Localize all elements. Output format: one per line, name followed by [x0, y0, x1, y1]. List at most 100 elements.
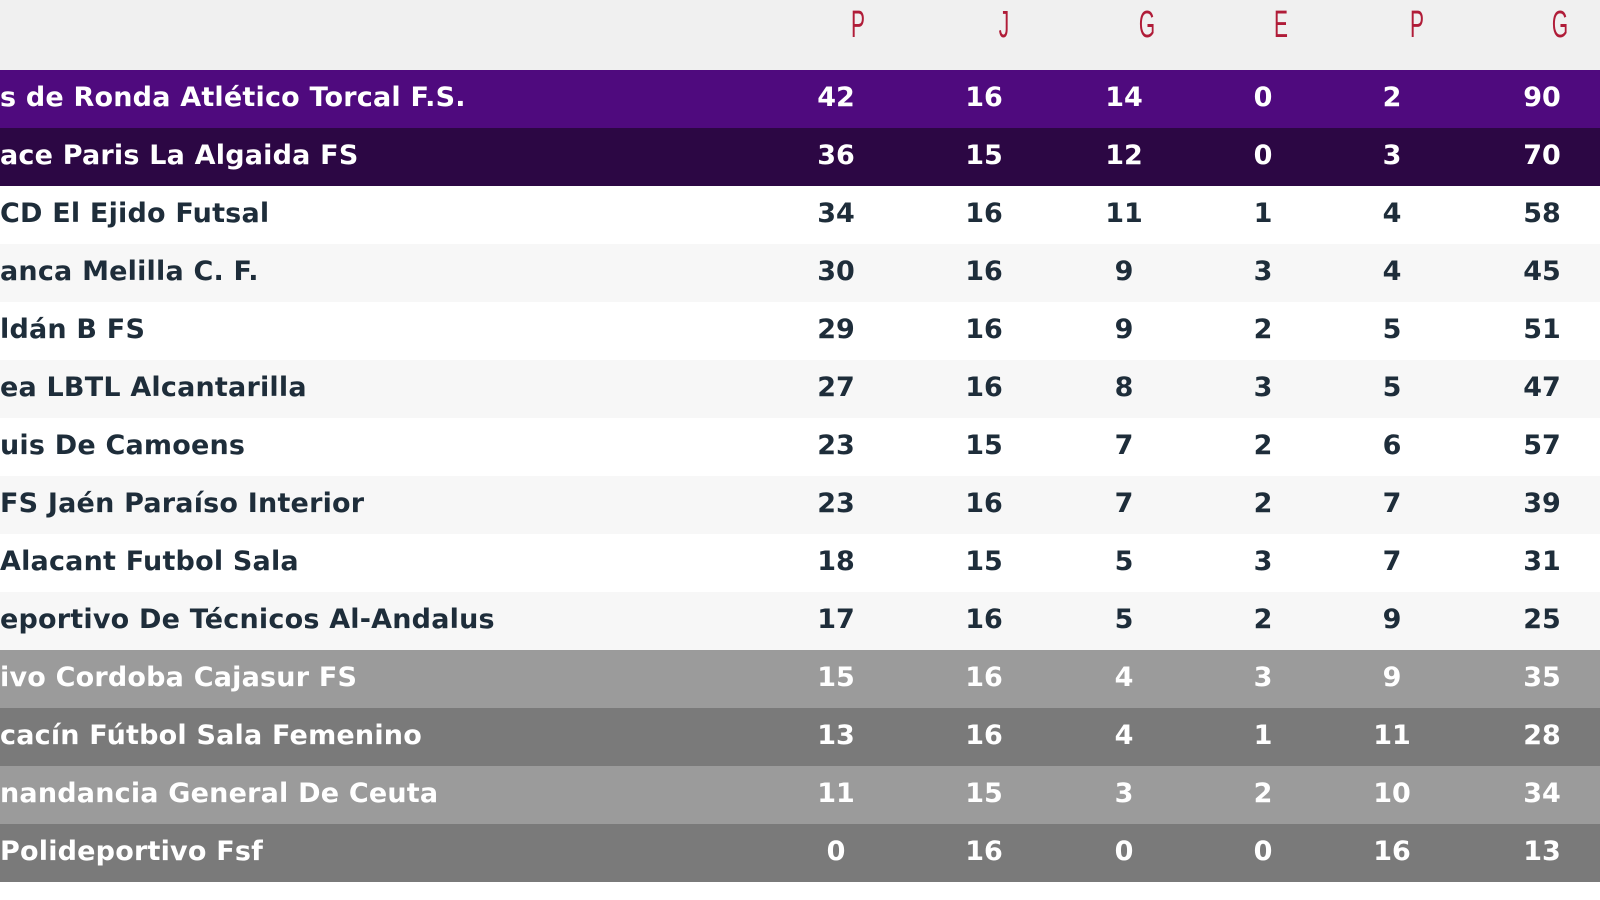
- drawn-cell: 3: [1253, 256, 1273, 287]
- table-row[interactable]: s de Ronda Atlético Torcal F.S. 42 16 14…: [0, 70, 1600, 128]
- won-cell: 5: [1114, 604, 1134, 635]
- goals-cell: 34: [1523, 778, 1561, 809]
- lost-cell: 9: [1382, 604, 1402, 635]
- points-cell: 27: [817, 372, 855, 403]
- team-name: nandancia General De Ceuta: [0, 778, 439, 809]
- column-header-goals[interactable]: G: [1551, 4, 1569, 46]
- points-cell: 29: [817, 314, 855, 345]
- table-row[interactable]: ace Paris La Algaida FS 36 15 12 0 3 70: [0, 128, 1600, 186]
- goals-cell: 25: [1523, 604, 1561, 635]
- goals-cell: 51: [1523, 314, 1561, 345]
- goals-cell: 45: [1523, 256, 1561, 287]
- team-name: s de Ronda Atlético Torcal F.S.: [0, 82, 466, 113]
- won-cell: 4: [1114, 720, 1134, 751]
- lost-cell: 5: [1382, 372, 1402, 403]
- goals-cell: 58: [1523, 198, 1561, 229]
- column-header-drawn[interactable]: E: [1274, 4, 1288, 46]
- team-name: Polideportivo Fsf: [0, 836, 264, 867]
- drawn-cell: 3: [1253, 546, 1273, 577]
- goals-cell: 70: [1523, 140, 1561, 171]
- points-cell: 36: [817, 140, 855, 171]
- column-header-played[interactable]: J: [998, 4, 1010, 46]
- drawn-cell: 0: [1253, 140, 1273, 171]
- won-cell: 11: [1105, 198, 1143, 229]
- column-header-lost[interactable]: P: [1410, 4, 1424, 46]
- table-row[interactable]: CD El Ejido Futsal 34 16 11 1 4 58: [0, 186, 1600, 244]
- points-cell: 17: [817, 604, 855, 635]
- won-cell: 0: [1114, 836, 1134, 867]
- points-cell: 15: [817, 662, 855, 693]
- goals-cell: 13: [1523, 836, 1561, 867]
- table-row[interactable]: uis De Camoens 23 15 7 2 6 57: [0, 418, 1600, 476]
- lost-cell: 2: [1382, 82, 1402, 113]
- won-cell: 8: [1114, 372, 1134, 403]
- table-row[interactable]: ldán B FS 29 16 9 2 5 51: [0, 302, 1600, 360]
- drawn-cell: 1: [1253, 720, 1273, 751]
- points-cell: 13: [817, 720, 855, 751]
- table-row[interactable]: eportivo De Técnicos Al-Andalus 17 16 5 …: [0, 592, 1600, 650]
- drawn-cell: 2: [1253, 430, 1273, 461]
- team-name: Alacant Futbol Sala: [0, 546, 299, 577]
- goals-cell: 35: [1523, 662, 1561, 693]
- table-row[interactable]: ea LBTL Alcantarilla 27 16 8 3 5 47: [0, 360, 1600, 418]
- played-cell: 16: [965, 198, 1003, 229]
- lost-cell: 7: [1382, 546, 1402, 577]
- lost-cell: 3: [1382, 140, 1402, 171]
- table-row[interactable]: nandancia General De Ceuta 11 15 3 2 10 …: [0, 766, 1600, 824]
- table-row[interactable]: cacín Fútbol Sala Femenino 13 16 4 1 11 …: [0, 708, 1600, 766]
- lost-cell: 9: [1382, 662, 1402, 693]
- played-cell: 16: [965, 662, 1003, 693]
- won-cell: 7: [1114, 430, 1134, 461]
- won-cell: 12: [1105, 140, 1143, 171]
- column-header-points[interactable]: P: [851, 4, 865, 46]
- lost-cell: 7: [1382, 488, 1402, 519]
- drawn-cell: 0: [1253, 82, 1273, 113]
- team-name: ldán B FS: [0, 314, 146, 345]
- table-row[interactable]: ivo Cordoba Cajasur FS 15 16 4 3 9 35: [0, 650, 1600, 708]
- table-row[interactable]: Polideportivo Fsf 0 16 0 0 16 13: [0, 824, 1600, 882]
- goals-cell: 28: [1523, 720, 1561, 751]
- played-cell: 16: [965, 488, 1003, 519]
- lost-cell: 11: [1373, 720, 1411, 751]
- table-row[interactable]: FS Jaén Paraíso Interior 23 16 7 2 7 39: [0, 476, 1600, 534]
- drawn-cell: 2: [1253, 778, 1273, 809]
- drawn-cell: 2: [1253, 488, 1273, 519]
- points-cell: 42: [817, 82, 855, 113]
- goals-cell: 39: [1523, 488, 1561, 519]
- played-cell: 16: [965, 720, 1003, 751]
- points-cell: 23: [817, 430, 855, 461]
- column-header-won[interactable]: G: [1138, 4, 1156, 46]
- won-cell: 9: [1114, 256, 1134, 287]
- played-cell: 16: [965, 314, 1003, 345]
- points-cell: 0: [826, 836, 846, 867]
- table-body: s de Ronda Atlético Torcal F.S. 42 16 14…: [0, 70, 1600, 882]
- won-cell: 9: [1114, 314, 1134, 345]
- lost-cell: 6: [1382, 430, 1402, 461]
- played-cell: 16: [965, 372, 1003, 403]
- played-cell: 15: [965, 140, 1003, 171]
- points-cell: 34: [817, 198, 855, 229]
- lost-cell: 5: [1382, 314, 1402, 345]
- won-cell: 5: [1114, 546, 1134, 577]
- points-cell: 11: [817, 778, 855, 809]
- team-name: CD El Ejido Futsal: [0, 198, 270, 229]
- played-cell: 16: [965, 82, 1003, 113]
- team-name: anca Melilla C. F.: [0, 256, 259, 287]
- lost-cell: 4: [1382, 198, 1402, 229]
- drawn-cell: 2: [1253, 314, 1273, 345]
- won-cell: 3: [1114, 778, 1134, 809]
- lost-cell: 16: [1373, 836, 1411, 867]
- points-cell: 18: [817, 546, 855, 577]
- team-name: ace Paris La Algaida FS: [0, 140, 359, 171]
- points-cell: 23: [817, 488, 855, 519]
- drawn-cell: 3: [1253, 662, 1273, 693]
- played-cell: 16: [965, 256, 1003, 287]
- drawn-cell: 0: [1253, 836, 1273, 867]
- table-row[interactable]: anca Melilla C. F. 30 16 9 3 4 45: [0, 244, 1600, 302]
- lost-cell: 10: [1373, 778, 1411, 809]
- team-name: cacín Fútbol Sala Femenino: [0, 720, 422, 751]
- drawn-cell: 1: [1253, 198, 1273, 229]
- table-row[interactable]: Alacant Futbol Sala 18 15 5 3 7 31: [0, 534, 1600, 592]
- lost-cell: 4: [1382, 256, 1402, 287]
